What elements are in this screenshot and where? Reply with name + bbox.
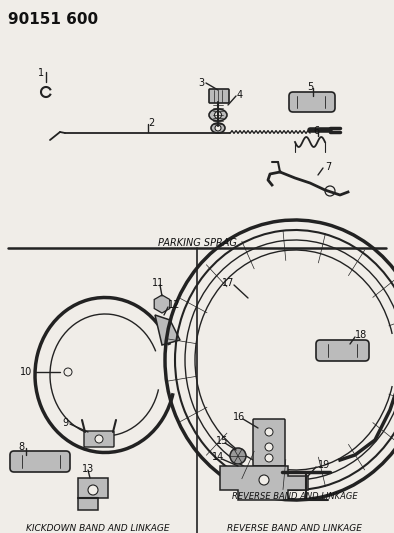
Polygon shape [220,466,308,500]
Text: 1: 1 [38,68,44,78]
FancyBboxPatch shape [84,431,114,447]
Text: 16: 16 [233,412,245,422]
Text: 13: 13 [82,464,94,474]
Text: 11: 11 [152,278,164,288]
Circle shape [265,443,273,451]
Text: 9: 9 [62,418,68,428]
Text: 10: 10 [20,367,32,377]
Circle shape [88,485,98,495]
Text: 12: 12 [168,300,180,310]
Circle shape [64,368,72,376]
Text: 18: 18 [355,330,367,340]
Circle shape [95,435,103,443]
Circle shape [265,454,273,462]
Circle shape [230,448,246,464]
Text: 8: 8 [18,442,24,452]
Circle shape [325,186,335,196]
Polygon shape [155,315,180,345]
Text: 15: 15 [216,436,229,446]
FancyBboxPatch shape [209,89,229,103]
Circle shape [215,125,221,131]
Circle shape [214,111,221,118]
Text: KICKDOWN BAND AND LINKAGE: KICKDOWN BAND AND LINKAGE [26,524,170,533]
Ellipse shape [209,109,227,121]
Text: 2: 2 [148,118,154,128]
Text: 19: 19 [318,460,330,470]
FancyBboxPatch shape [316,340,369,361]
Text: REVERSE BAND AND LINKAGE: REVERSE BAND AND LINKAGE [227,524,362,533]
Text: 4: 4 [237,90,243,100]
Text: 6: 6 [313,126,319,136]
Ellipse shape [211,123,225,133]
Text: 90151 600: 90151 600 [8,12,98,27]
Text: 17: 17 [222,278,234,288]
Text: 5: 5 [307,82,313,92]
Text: 7: 7 [325,162,331,172]
Text: REVERSE BAND AND LINKAGE: REVERSE BAND AND LINKAGE [232,492,358,501]
Text: 14: 14 [212,452,224,462]
Circle shape [259,475,269,485]
FancyBboxPatch shape [289,92,335,112]
Circle shape [265,428,273,436]
Text: PARKING SPRAG: PARKING SPRAG [158,238,236,248]
FancyBboxPatch shape [253,419,285,466]
Text: 3: 3 [198,78,204,88]
Polygon shape [78,478,108,510]
FancyBboxPatch shape [10,451,70,472]
